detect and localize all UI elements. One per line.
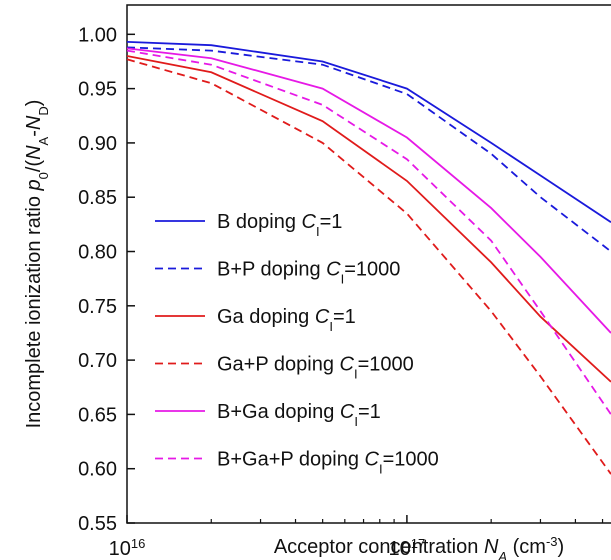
text-segment: 0	[36, 172, 51, 179]
text-segment: C	[302, 211, 317, 233]
y-tick-label: 0.70	[78, 350, 117, 372]
text-segment: =1	[320, 211, 343, 233]
y-tick-label: 0.90	[78, 133, 117, 155]
text-segment: N	[23, 115, 45, 130]
text-segment: Ga doping	[217, 306, 315, 328]
y-tick-label: 0.75	[78, 296, 117, 318]
text-segment: C	[340, 401, 355, 423]
text-segment: p	[23, 179, 45, 191]
tick-exponent: 16	[131, 536, 145, 551]
y-tick-label: 0.80	[78, 242, 117, 264]
text-segment: /(	[23, 160, 45, 173]
text-segment: A	[36, 136, 51, 145]
text-segment: I	[354, 366, 358, 381]
text-segment: =1000	[383, 449, 439, 471]
y-tick-label: 0.55	[78, 513, 117, 535]
y-tick-label: 0.60	[78, 459, 117, 481]
text-segment: C	[365, 449, 380, 471]
text-segment: B doping	[217, 211, 302, 233]
axes-frame	[126, 4, 611, 524]
text-segment: Incomplete ionization ratio	[23, 190, 45, 428]
text-segment: Acceptor concentration	[274, 536, 484, 558]
text-segment: N	[23, 145, 45, 160]
y-tick-label: 0.65	[78, 404, 117, 426]
text-segment: I	[341, 271, 345, 286]
text-segment: =1	[333, 306, 356, 328]
tick-exponent: 17	[411, 536, 425, 551]
legend-label: B+Ga doping CI=1	[217, 401, 381, 429]
text-segment: N	[484, 536, 499, 558]
text-segment: C	[340, 354, 355, 376]
text-segment: C	[315, 306, 330, 328]
text-segment: =1000	[358, 354, 414, 376]
text-segment: I	[354, 414, 358, 429]
legend-label: B+P doping CI=1000	[217, 259, 400, 287]
y-tick-label: 0.85	[78, 187, 117, 209]
series-line	[126, 41, 611, 223]
y-tick-label: 1.00	[78, 24, 117, 46]
tick-base: 10	[109, 538, 131, 560]
text-segment: I	[316, 224, 320, 239]
series-line	[126, 49, 611, 415]
legend-label: Ga+P doping CI=1000	[217, 354, 414, 382]
text-segment: B+Ga+P doping	[217, 449, 365, 471]
text-segment: Ga+P doping	[217, 354, 340, 376]
text-segment: -	[23, 130, 45, 137]
x-tick-label: 1017	[389, 536, 426, 560]
series-line	[126, 47, 611, 334]
text-segment: I	[379, 461, 383, 476]
text-segment: C	[326, 259, 341, 281]
text-segment: -3	[546, 534, 558, 549]
legend-label: B+Ga+P doping CI=1000	[217, 449, 439, 477]
text-segment: A	[497, 549, 507, 560]
text-segment: D	[36, 106, 51, 115]
text-segment: (cm	[507, 536, 546, 558]
x-tick-label: 1016	[109, 536, 146, 560]
y-axis-label: Incomplete ionization ratio p0/(NA-ND)	[23, 100, 51, 429]
x-axis-label: Acceptor concentration NA (cm-3)	[274, 534, 564, 560]
legend-label: Ga doping CI=1	[217, 306, 356, 334]
series-line	[126, 55, 611, 383]
text-segment: =1	[358, 401, 381, 423]
text-segment: )	[558, 536, 565, 558]
tick-base: 10	[389, 538, 411, 560]
text-segment: )	[23, 100, 45, 107]
legend-label: B doping CI=1	[217, 211, 342, 239]
y-tick-label: 0.95	[78, 79, 117, 101]
text-segment: =1000	[344, 259, 400, 281]
text-segment: B+P doping	[217, 259, 326, 281]
series-line	[126, 46, 611, 253]
text-segment: B+Ga doping	[217, 401, 340, 423]
series-line	[126, 58, 611, 475]
text-segment: I	[329, 319, 333, 334]
